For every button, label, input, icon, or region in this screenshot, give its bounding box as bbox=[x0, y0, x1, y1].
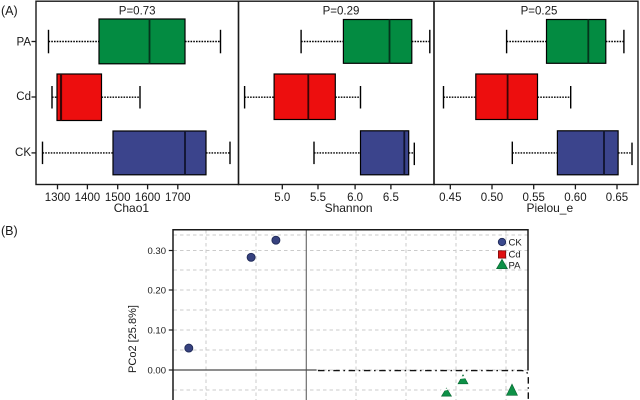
svg-text:5.0: 5.0 bbox=[274, 192, 290, 204]
svg-text:0.55: 0.55 bbox=[523, 192, 545, 204]
svg-text:6.0: 6.0 bbox=[347, 192, 363, 204]
svg-text:PCo2 [25.8%]: PCo2 [25.8%] bbox=[127, 305, 139, 373]
svg-text:Shannon: Shannon bbox=[325, 201, 373, 215]
svg-text:0.10: 0.10 bbox=[148, 325, 167, 336]
svg-text:PA: PA bbox=[17, 36, 32, 48]
svg-text:CK: CK bbox=[15, 147, 31, 159]
svg-text:CK: CK bbox=[509, 237, 523, 248]
svg-text:0.45: 0.45 bbox=[439, 192, 461, 204]
svg-text:0.60: 0.60 bbox=[564, 192, 586, 204]
svg-text:PA: PA bbox=[509, 261, 522, 272]
svg-text:1500: 1500 bbox=[105, 192, 131, 204]
svg-text:0.30: 0.30 bbox=[148, 246, 167, 257]
svg-text:(B): (B) bbox=[1, 224, 18, 238]
svg-text:5.5: 5.5 bbox=[310, 192, 326, 204]
svg-text:(A): (A) bbox=[1, 4, 18, 18]
svg-text:0.00: 0.00 bbox=[148, 365, 167, 376]
svg-text:P=0.73: P=0.73 bbox=[119, 6, 156, 18]
svg-text:1400: 1400 bbox=[75, 192, 101, 204]
svg-text:0.20: 0.20 bbox=[148, 285, 167, 296]
svg-text:P=0.29: P=0.29 bbox=[323, 6, 360, 18]
svg-text:Cd: Cd bbox=[16, 91, 31, 103]
svg-text:Cd: Cd bbox=[509, 250, 521, 261]
svg-text:1700: 1700 bbox=[165, 192, 191, 204]
svg-text:1300: 1300 bbox=[45, 192, 71, 204]
svg-text:6.5: 6.5 bbox=[383, 192, 399, 204]
svg-text:0.50: 0.50 bbox=[481, 192, 503, 204]
svg-text:1600: 1600 bbox=[135, 192, 161, 204]
svg-text:Pielou_e: Pielou_e bbox=[526, 201, 573, 215]
svg-text:Chao1: Chao1 bbox=[114, 201, 150, 215]
svg-text:P=0.25: P=0.25 bbox=[521, 6, 558, 18]
svg-text:0.65: 0.65 bbox=[606, 192, 628, 204]
